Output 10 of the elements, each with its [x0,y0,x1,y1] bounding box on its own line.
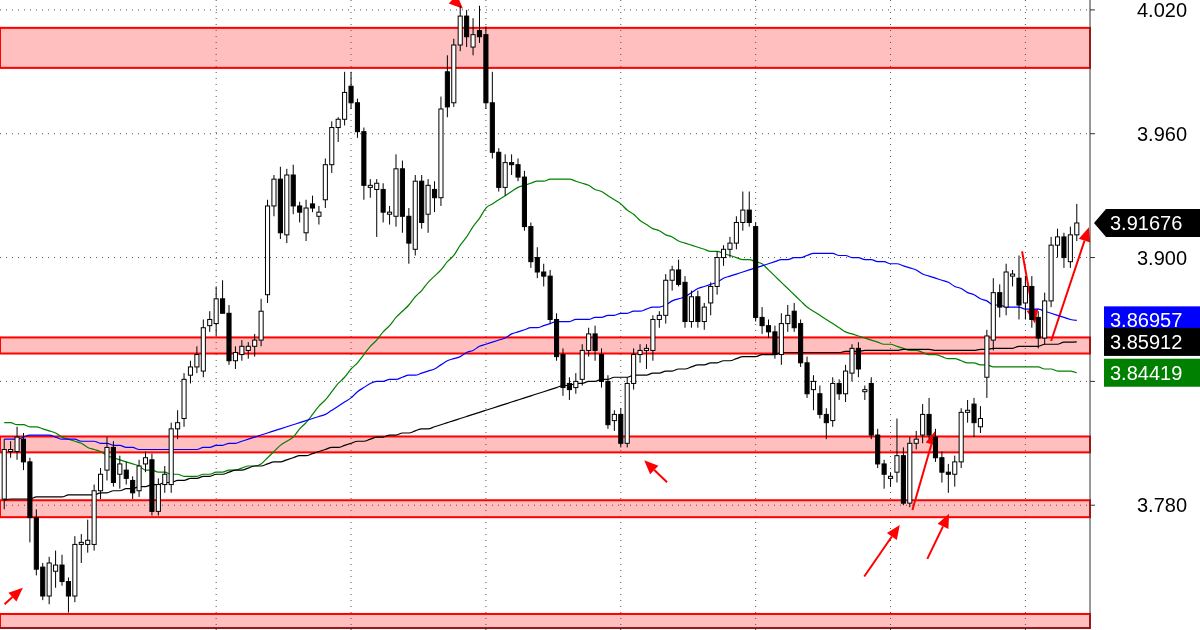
y-tick-label: 3.960 [1137,122,1188,145]
data-label: 3.86957 [1110,309,1183,332]
line-series [3,252,1078,451]
candlestick [316,205,322,226]
y-tick-label: 4.020 [1137,0,1188,21]
y-tick-label: 3.900 [1137,246,1188,269]
data-label: 3.85912 [1110,330,1183,353]
text: 3.91676 [1110,211,1183,234]
data-label: 3.84419 [1110,361,1183,384]
y-tick-label: 3.780 [1137,494,1188,517]
